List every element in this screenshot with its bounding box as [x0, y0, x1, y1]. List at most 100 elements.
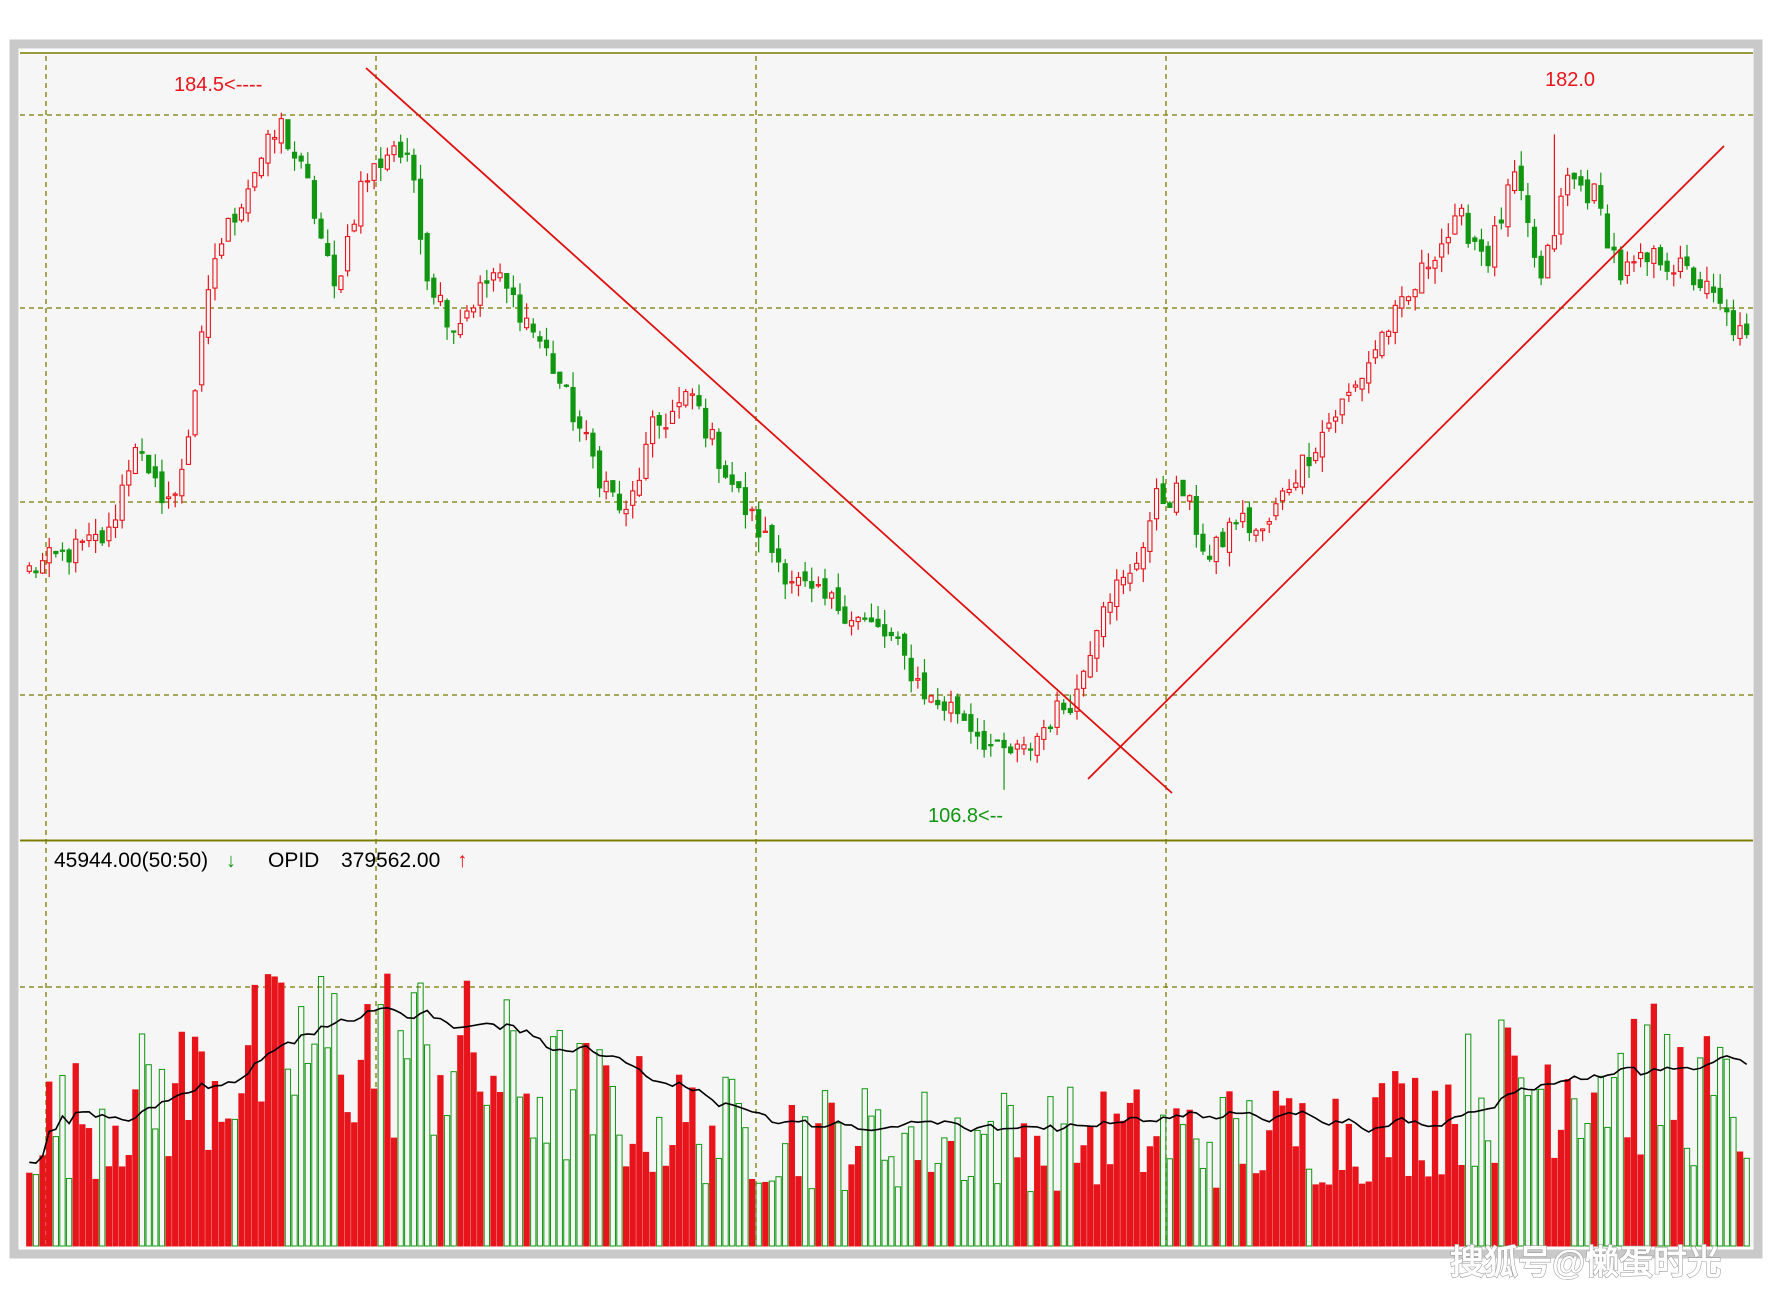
candle-body [848, 620, 855, 627]
candle-body [524, 317, 530, 329]
volume-bar [437, 1075, 444, 1247]
candle-body [404, 152, 410, 155]
volume-readout: 45944.00(50:50) [54, 849, 208, 872]
candle-body [1419, 262, 1425, 294]
volume-bar [470, 1052, 477, 1247]
candle-body [1359, 377, 1365, 390]
volume-bar [1358, 1183, 1366, 1247]
candle-body [93, 533, 99, 542]
volume-bar [278, 982, 285, 1247]
candle-body [1505, 184, 1511, 228]
volume-bar [1730, 1116, 1737, 1247]
volume-bar [178, 1031, 185, 1247]
candle-body [1187, 495, 1193, 502]
candle-body [835, 587, 841, 611]
candle-body [650, 416, 656, 445]
candle-body [152, 466, 158, 479]
volume-bar [92, 1178, 99, 1247]
candle-body [1478, 239, 1485, 252]
volume-bar [1140, 1172, 1147, 1247]
volume-bar [158, 1068, 166, 1247]
volume-bar [1438, 1174, 1445, 1247]
candle-body [311, 180, 318, 219]
volume-bar [947, 1140, 955, 1247]
candle-body [1173, 482, 1180, 513]
volume-bar [788, 1104, 796, 1247]
volume-bar [1146, 1146, 1154, 1247]
volume-bar [390, 1137, 398, 1247]
candle-body [1047, 726, 1054, 730]
candle-body [762, 530, 768, 533]
candle-body [119, 484, 125, 521]
candle-body [305, 163, 311, 179]
annotation-high-right: 182.0 [1545, 69, 1595, 91]
volume-bar [709, 1125, 716, 1247]
candle-body [822, 578, 828, 599]
candle-body [1624, 261, 1630, 277]
candle-body [371, 163, 377, 181]
volume-bar [609, 1085, 616, 1247]
candle-body [272, 136, 278, 140]
volume-bar [1173, 1108, 1180, 1247]
candle-body [742, 487, 749, 516]
volume-bar [52, 1136, 59, 1247]
candle-body [1618, 249, 1624, 281]
candle-body [205, 289, 211, 338]
candle-body [1598, 185, 1604, 209]
candle-body [1664, 260, 1670, 272]
volume-bar [1252, 1173, 1260, 1247]
candle-body [451, 330, 457, 333]
candle-body [1134, 562, 1140, 570]
volume-bar [1365, 1181, 1372, 1247]
volume-bar [735, 1103, 742, 1247]
candle-body [192, 390, 198, 436]
volume-bar [1040, 1165, 1047, 1247]
candle-body [1392, 304, 1398, 334]
volume-bar [603, 1065, 610, 1247]
candle-body [1445, 236, 1451, 244]
volume-bar [1663, 1033, 1671, 1247]
volume-bar [1385, 1157, 1392, 1247]
candle-body [862, 617, 868, 620]
candle-body [1313, 452, 1319, 462]
volume-bar [815, 1123, 822, 1247]
volume-bar [1650, 1003, 1658, 1247]
candle-body [643, 443, 649, 479]
candle-body [1326, 422, 1332, 429]
volume-bar [1113, 1113, 1120, 1247]
volume-bar [1617, 1052, 1624, 1247]
volume-bar [821, 1090, 829, 1247]
candle-body [1021, 744, 1027, 750]
candle-body [1127, 572, 1133, 584]
volume-bar [835, 1122, 842, 1247]
volume-bar [1372, 1097, 1379, 1247]
candle-body [99, 530, 105, 544]
volume-bar [616, 1134, 623, 1247]
candle-body [1100, 606, 1107, 638]
candle-body [1346, 391, 1352, 396]
candle-body [855, 616, 861, 623]
volume-bar [1325, 1184, 1333, 1247]
candle-body [782, 563, 788, 585]
volume-bar [1458, 1164, 1465, 1247]
candle-body [285, 119, 291, 150]
volume-bar [118, 1166, 126, 1247]
candle-body [344, 235, 351, 272]
candle-body [331, 254, 337, 287]
candle-body [703, 407, 709, 439]
volume-bar [642, 1151, 650, 1247]
candle-body [364, 180, 371, 183]
volume-bar [1498, 1019, 1505, 1247]
candle-body [882, 624, 888, 637]
volume-bar [1259, 1170, 1266, 1247]
volume-bar [1352, 1166, 1359, 1247]
volume-bar [569, 1089, 577, 1247]
volume-bar [1193, 1138, 1200, 1247]
volume-bar [1577, 1137, 1585, 1247]
candle-body [391, 145, 397, 156]
volume-bar [782, 1143, 789, 1247]
volume-bar [669, 1145, 676, 1247]
volume-bar [961, 1179, 968, 1247]
volume-bar [1657, 1125, 1664, 1247]
